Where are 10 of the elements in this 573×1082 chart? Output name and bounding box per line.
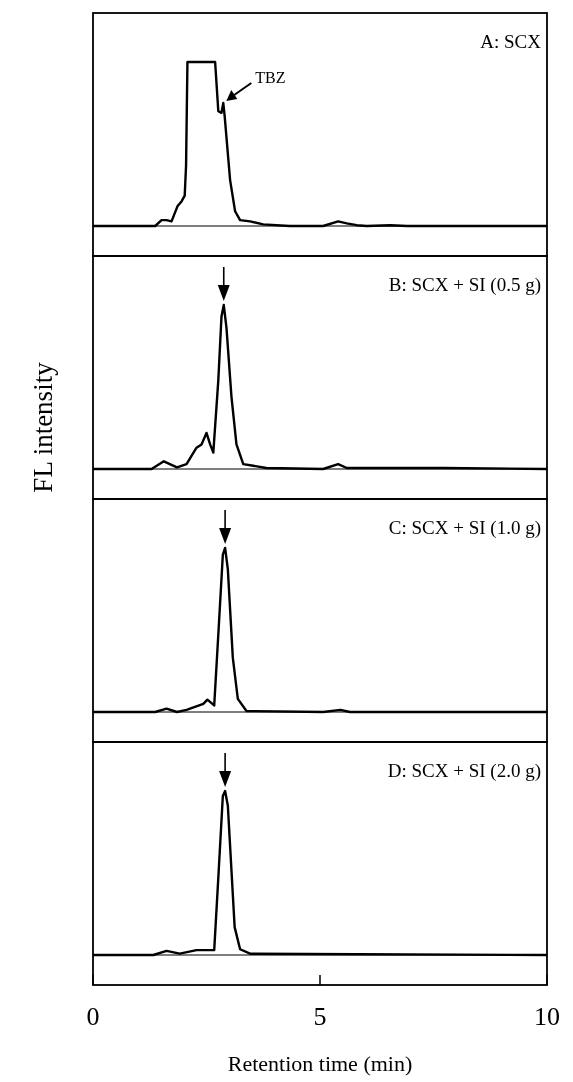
- chart-title: C: SCX + SI (1.0 g): [388, 517, 541, 539]
- chart-title: A: SCX: [480, 31, 542, 52]
- x-tick-label: 10: [534, 1002, 560, 1031]
- y-axis-title: FL intensity: [28, 361, 58, 493]
- annotation: TBZ: [255, 69, 286, 86]
- chart-title: D: SCX + SI (2.0 g): [387, 760, 541, 782]
- x-tick-label: 5: [313, 1002, 327, 1031]
- x-axis-title: Retention time (min): [227, 1051, 413, 1076]
- chart-title: B: SCX + SI (0.5 g): [388, 274, 541, 296]
- x-tick-label: 0: [86, 1002, 100, 1031]
